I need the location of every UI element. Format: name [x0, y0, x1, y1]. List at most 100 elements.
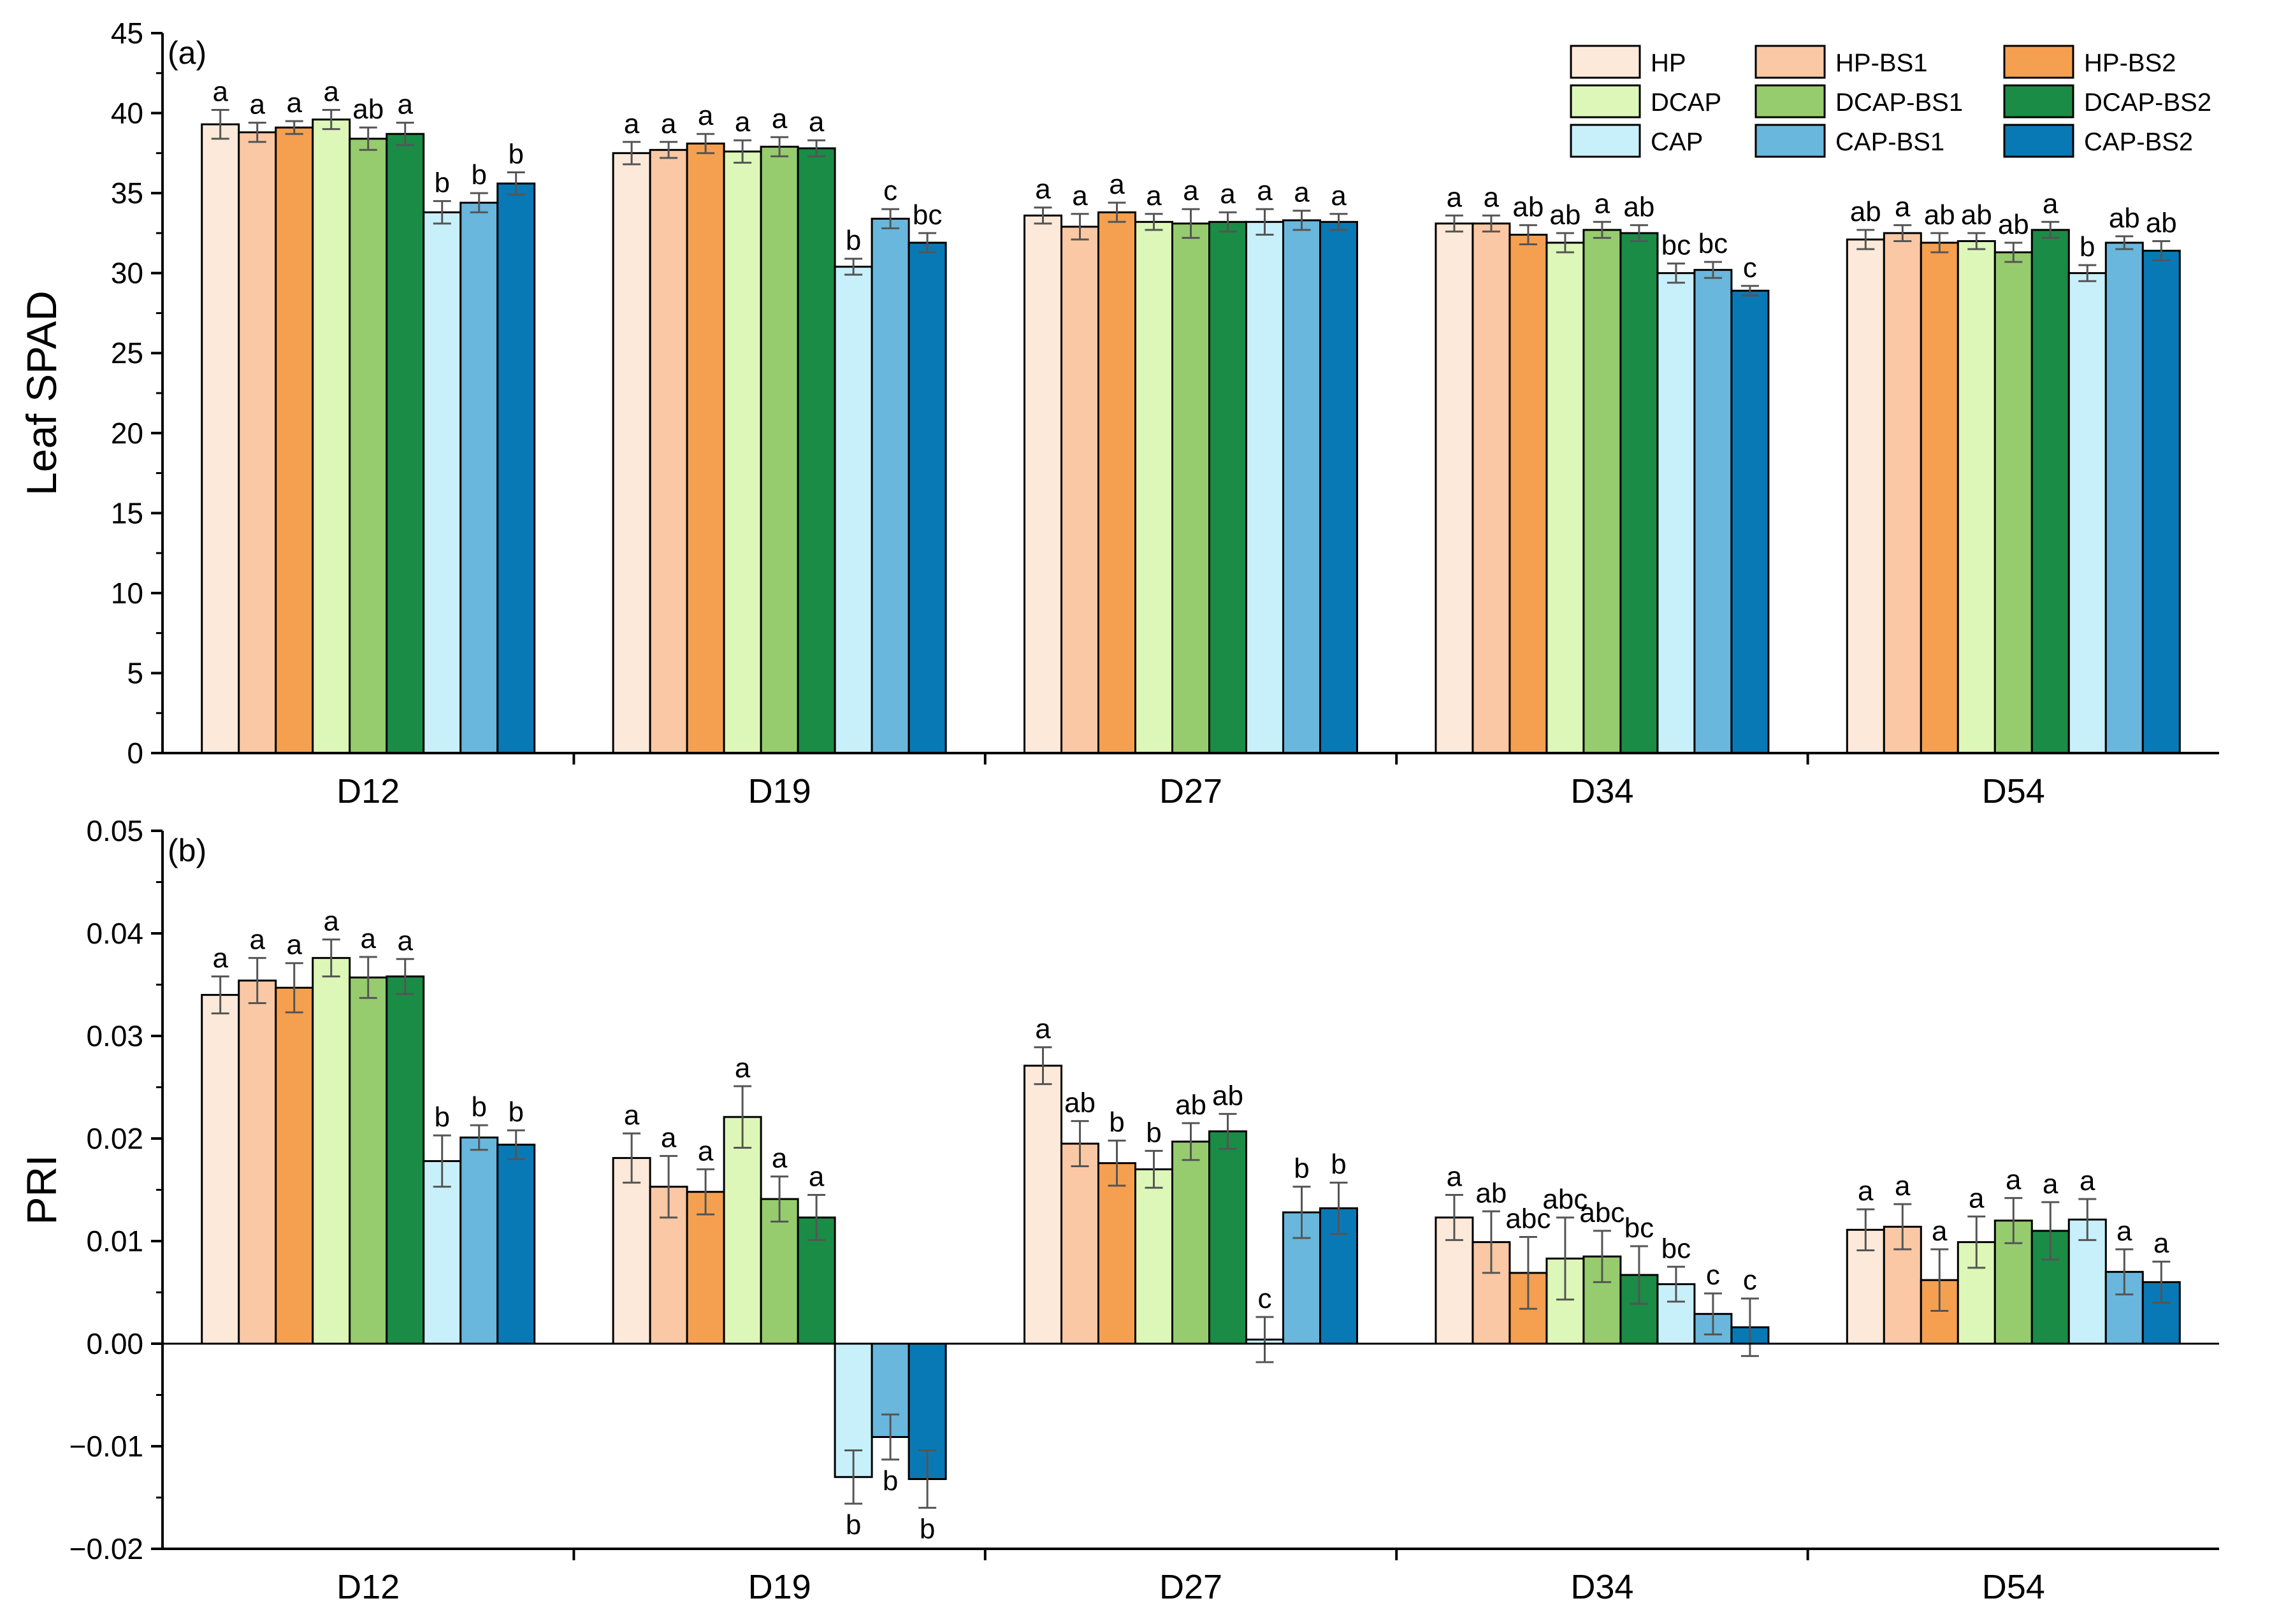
bar-DCAP-BS1-D34	[1582, 229, 1622, 754]
significance-letter-CAP-BS2-D34: c	[1743, 252, 1757, 284]
significance-letter-HP-D54: ab	[1850, 196, 1881, 227]
significance-letter-HP-D19: a	[624, 108, 640, 140]
legend-label-HP-BS1: HP-BS1	[1835, 49, 1928, 77]
bar-HP-D12	[201, 123, 240, 754]
bar-HP-BS2-D12	[275, 126, 314, 754]
significance-letter-DCAP-D19: a	[735, 1053, 751, 1084]
significance-letter-CAP-BS1-D34: bc	[1698, 228, 1728, 259]
y-tick-label: 30	[111, 257, 143, 290]
bar-CAP-BS1-D19	[871, 217, 910, 754]
x-category-label-D19: D19	[748, 772, 811, 810]
bar-DCAP-D54	[1957, 240, 1996, 754]
bar-DCAP-D34	[1545, 241, 1585, 754]
significance-letter-CAP-D54: a	[2080, 1165, 2095, 1196]
significance-letter-HP-BS1-D54: a	[1895, 1170, 1911, 1202]
y-tick-label: 20	[111, 417, 143, 450]
significance-letter-HP-BS1-D27: ab	[1064, 1088, 1096, 1119]
legend-label-CAP: CAP	[1651, 128, 1703, 156]
significance-letter-CAP-BS2-D19: b	[920, 1514, 935, 1545]
bar-CAP-D34	[1656, 272, 1696, 754]
y-tick-label: 10	[111, 577, 143, 610]
y-axis-label: PRI	[18, 1154, 65, 1225]
significance-letter-CAP-BS2-D27: a	[1331, 180, 1347, 212]
panel-label: (b)	[168, 833, 206, 868]
bar-DCAP-D27	[1134, 220, 1173, 754]
significance-letter-HP-BS2-D27: a	[1109, 169, 1125, 200]
legend-label-DCAP-BS2: DCAP-BS2	[2084, 89, 2211, 117]
significance-letter-DCAP-BS1-D34: abc	[1579, 1197, 1624, 1228]
significance-letter-DCAP-D34: abc	[1542, 1184, 1588, 1215]
significance-letter-DCAP-BS2-D34: ab	[1623, 191, 1654, 222]
significance-letter-HP-D19: a	[624, 1100, 640, 1131]
legend-label-CAP-BS1: CAP-BS1	[1835, 128, 1944, 156]
significance-letter-DCAP-D54: a	[1969, 1182, 1985, 1214]
significance-letter-DCAP-BS2-D27: ab	[1212, 1080, 1243, 1111]
bar-CAP-BS1-D34	[1693, 269, 1733, 754]
x-category-label-D54: D54	[1982, 772, 2045, 810]
significance-letter-DCAP-BS1-D27: a	[1183, 175, 1199, 206]
significance-letter-HP-BS1-D27: a	[1072, 180, 1088, 212]
legend-swatch-CAP-BS2	[2003, 124, 2074, 158]
bar-CAP-BS1-D12	[459, 1136, 499, 1345]
significance-letter-DCAP-BS2-D12: a	[397, 925, 413, 956]
bar-DCAP-BS2-D12	[386, 975, 425, 1345]
legend-label-DCAP-BS1: DCAP-BS1	[1835, 89, 1963, 117]
bar-CAP-D27	[1245, 220, 1284, 754]
x-category-label-D19: D19	[748, 1568, 811, 1606]
bar-CAP-BS2-D19	[908, 241, 947, 754]
significance-letter-DCAP-BS1-D12: a	[360, 923, 376, 954]
y-tick-label: 35	[111, 176, 143, 210]
legend-swatch-HP	[1570, 45, 1641, 79]
significance-letter-DCAP-D34: ab	[1549, 199, 1581, 231]
y-tick-label: 25	[111, 336, 143, 370]
significance-letter-HP-BS2-D54: a	[1932, 1216, 1948, 1247]
x-category-label-D27: D27	[1159, 1568, 1222, 1606]
significance-letter-DCAP-BS1-D54: ab	[1998, 209, 2029, 240]
significance-letter-DCAP-BS2-D19: a	[809, 1161, 825, 1193]
y-tick-label: 0.05	[86, 814, 143, 847]
y-tick-label: 0.01	[86, 1225, 143, 1258]
significance-letter-HP-BS1-D34: a	[1484, 182, 1500, 213]
bar-CAP-BS2-D12	[496, 1144, 536, 1345]
significance-letter-DCAP-BS1-D54: a	[2006, 1164, 2022, 1195]
bar-DCAP-BS1-D27	[1171, 1140, 1210, 1345]
bar-HP-BS1-D27	[1060, 226, 1099, 754]
bar-DCAP-BS1-D19	[760, 145, 799, 754]
bar-DCAP-BS1-D27	[1171, 222, 1210, 754]
legend-label-HP-BS2: HP-BS2	[2084, 49, 2176, 77]
significance-letter-CAP-D54: b	[2080, 231, 2095, 262]
significance-letter-HP-BS2-D19: a	[698, 100, 714, 131]
legend-swatch-HP-BS1	[1754, 45, 1826, 79]
significance-letter-HP-BS2-D34: abc	[1505, 1204, 1551, 1235]
bar-DCAP-BS1-D12	[349, 138, 388, 754]
panel-label: (a)	[168, 35, 206, 71]
bar-DCAP-BS2-D34	[1619, 232, 1659, 754]
bar-HP-D27	[1024, 214, 1062, 754]
significance-letter-DCAP-BS1-D19: a	[772, 103, 788, 134]
significance-letter-HP-D27: a	[1035, 1014, 1051, 1045]
significance-letter-HP-BS1-D19: a	[661, 108, 677, 140]
bar-DCAP-BS2-D19	[797, 147, 836, 754]
x-category-label-D54: D54	[1982, 1568, 2045, 1606]
significance-letter-CAP-D12: b	[434, 1102, 449, 1133]
legend-swatch-HP-BS2	[2003, 45, 2074, 79]
x-category-label-D34: D34	[1570, 772, 1633, 810]
bar-HP-BS2-D19	[686, 142, 725, 754]
bar-HP-BS1-D27	[1060, 1142, 1099, 1345]
x-category-label-D12: D12	[336, 772, 400, 810]
bar-DCAP-D19	[723, 150, 762, 754]
significance-letter-HP-BS2-D27: b	[1109, 1107, 1124, 1138]
bar-DCAP-D19	[723, 1116, 762, 1345]
x-category-label-D27: D27	[1159, 772, 1222, 810]
significance-letter-DCAP-D19: a	[735, 106, 751, 138]
significance-letter-DCAP-BS2-D27: a	[1220, 178, 1236, 210]
bar-HP-BS2-D27	[1097, 1162, 1136, 1345]
y-tick-label: 0.02	[86, 1122, 143, 1155]
legend-swatch-CAP	[1570, 124, 1641, 158]
bar-HP-BS1-D12	[238, 979, 277, 1345]
significance-letter-CAP-BS2-D34: c	[1743, 1265, 1757, 1296]
significance-letter-CAP-D27: c	[1258, 1283, 1272, 1314]
significance-letter-DCAP-D54: ab	[1961, 199, 1992, 231]
significance-letter-DCAP-BS2-D54: a	[2043, 1168, 2058, 1200]
